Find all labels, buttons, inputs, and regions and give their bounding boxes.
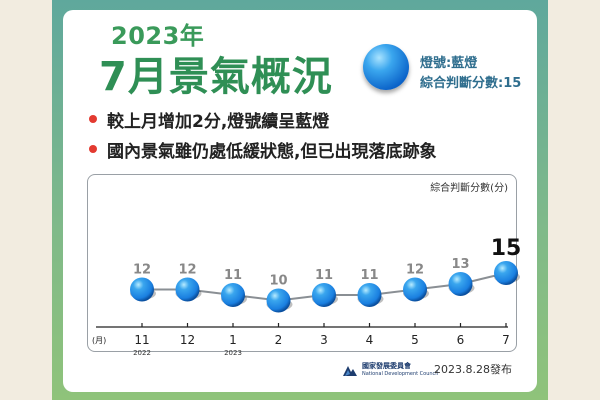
x-tick-label: 3 bbox=[320, 333, 328, 347]
data-point bbox=[403, 277, 427, 302]
data-label: 12 bbox=[133, 263, 151, 278]
data-label: 11 bbox=[360, 268, 378, 283]
x-year-label: 2023 bbox=[224, 349, 242, 357]
signal-info: 燈號:藍燈 綜合判斷分數:15 bbox=[420, 54, 521, 94]
org-name-en: National Development Council bbox=[362, 371, 439, 377]
data-label: 12 bbox=[406, 263, 424, 278]
bullet-text: 國內景氣雖仍處低緩狀態,但已出現落底跡象 bbox=[107, 141, 437, 162]
infographic-card: 2023年 7月景氣概況 燈號:藍燈 綜合判斷分數:15 較上月增加2分,燈號續… bbox=[52, 0, 548, 400]
data-label: 15 bbox=[491, 236, 522, 261]
data-label: 10 bbox=[269, 274, 287, 289]
summary-bullets: 較上月增加2分,燈號續呈藍燈 國內景氣雖仍處低緩狀態,但已出現落底跡象 bbox=[89, 104, 436, 164]
x-tick-label: 2 bbox=[275, 333, 283, 347]
org-name: 國家發展委員會 National Development Council bbox=[362, 362, 438, 378]
data-label: 12 bbox=[178, 263, 196, 278]
x-year-label: 2022 bbox=[133, 349, 151, 357]
ndc-logo: 國家發展委員會 National Development Council bbox=[342, 362, 438, 378]
x-tick-label: 5 bbox=[411, 333, 419, 347]
data-point bbox=[448, 272, 473, 296]
publish-date: 2023.8.28發布 bbox=[434, 363, 512, 376]
data-point bbox=[175, 277, 200, 302]
data-label: 13 bbox=[451, 257, 469, 272]
ndc-logo-icon bbox=[342, 363, 358, 377]
x-tick-label: 4 bbox=[366, 333, 374, 347]
red-bullet-icon bbox=[89, 145, 97, 153]
content-panel: 2023年 7月景氣概況 燈號:藍燈 綜合判斷分數:15 較上月增加2分,燈號續… bbox=[63, 10, 537, 392]
score-chart: 綜合判斷分數(分) 12 12 11 10 11 11 12 13 15 11 2022 12 1 202… bbox=[87, 174, 521, 357]
x-axis-unit-label: (月) bbox=[92, 336, 106, 345]
data-point bbox=[266, 288, 291, 313]
x-tick-label: 6 bbox=[457, 333, 465, 347]
org-name-zh: 國家發展委員會 bbox=[362, 362, 411, 370]
bullet-text: 較上月增加2分,燈號續呈藍燈 bbox=[107, 111, 330, 132]
red-bullet-icon bbox=[89, 115, 97, 123]
data-point bbox=[494, 261, 518, 285]
signal-light-text: 燈號:藍燈 bbox=[420, 56, 478, 71]
composite-score-text: 綜合判斷分數:15 bbox=[420, 76, 522, 91]
x-tick-label: 11 bbox=[134, 333, 149, 347]
bullet-item: 國內景氣雖仍處低緩狀態,但已出現落底跡象 bbox=[89, 134, 436, 164]
data-point bbox=[130, 277, 154, 302]
x-tick-label: 7 bbox=[502, 333, 510, 347]
x-tick-label: 1 bbox=[229, 333, 237, 347]
blue-signal-light-icon bbox=[363, 44, 409, 90]
y-axis-unit-label: 綜合判斷分數(分) bbox=[430, 183, 508, 194]
bullet-item: 較上月增加2分,燈號續呈藍燈 bbox=[89, 104, 436, 134]
x-tick-label: 12 bbox=[180, 333, 195, 347]
chart-plot: 12 12 11 10 11 11 12 13 15 11 2022 12 1 2023 2 3 4 5 6 7 (月) bbox=[92, 236, 521, 357]
data-point bbox=[221, 283, 245, 307]
data-point bbox=[357, 283, 382, 307]
data-label: 11 bbox=[315, 268, 333, 283]
data-label: 11 bbox=[224, 268, 242, 283]
page-title: 7月景氣概況 bbox=[99, 54, 333, 100]
title-year: 2023年 bbox=[111, 22, 205, 50]
data-point bbox=[312, 283, 336, 307]
